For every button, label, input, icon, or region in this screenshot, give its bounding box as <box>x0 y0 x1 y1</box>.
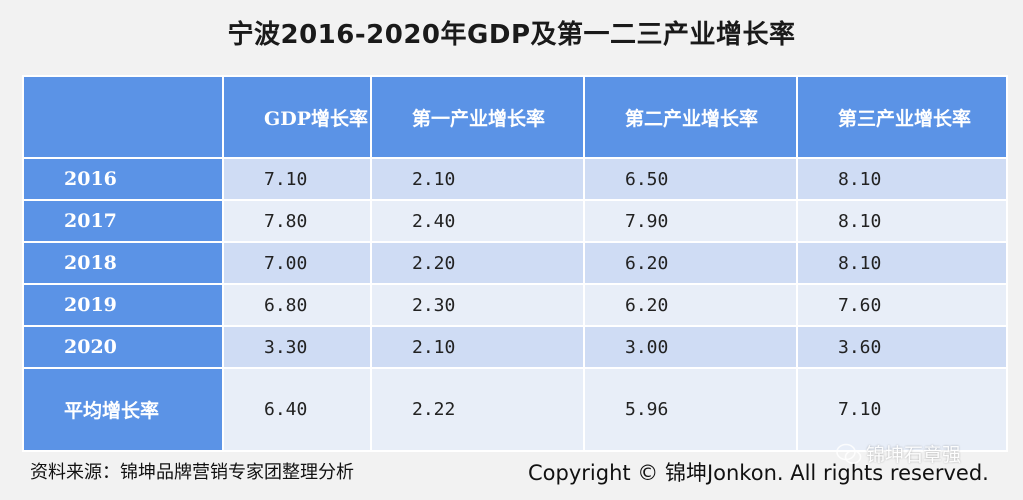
cell-gdp: 6.80 <box>222 283 372 327</box>
cell-primary: 2.40 <box>370 199 585 243</box>
cell-primary: 2.30 <box>370 283 585 327</box>
cell-secondary: 6.20 <box>583 241 798 285</box>
wechat-icon <box>836 443 862 465</box>
table-row: 2019 6.80 2.30 6.20 7.60 <box>22 283 1008 327</box>
cell-tertiary: 7.60 <box>796 283 1008 327</box>
row-label-average: 平均增长率 <box>22 367 224 452</box>
row-label: 2020 <box>22 325 224 369</box>
cell-gdp: 7.10 <box>222 157 372 201</box>
cell-secondary: 3.00 <box>583 325 798 369</box>
cell-tertiary: 8.10 <box>796 199 1008 243</box>
cell-secondary: 7.90 <box>583 199 798 243</box>
header-corner <box>22 75 224 159</box>
growth-table: GDP增长率 第一产业增长率 第二产业增长率 第三产业增长率 2016 7.10… <box>22 75 1008 452</box>
cell-tertiary: 3.60 <box>796 325 1008 369</box>
cell-gdp: 7.80 <box>222 199 372 243</box>
header-gdp-growth: GDP增长率 <box>222 75 372 159</box>
cell-primary: 2.10 <box>370 325 585 369</box>
cell-gdp: 6.40 <box>222 367 372 452</box>
row-label: 2018 <box>22 241 224 285</box>
row-label: 2019 <box>22 283 224 327</box>
table-row-average: 平均增长率 6.40 2.22 5.96 7.10 <box>22 367 1008 452</box>
cell-primary: 2.10 <box>370 157 585 201</box>
header-tertiary-growth: 第三产业增长率 <box>796 75 1008 159</box>
row-label: 2017 <box>22 199 224 243</box>
header-secondary-growth: 第二产业增长率 <box>583 75 798 159</box>
cell-secondary: 6.20 <box>583 283 798 327</box>
cell-secondary: 5.96 <box>583 367 798 452</box>
table-row: 2018 7.00 2.20 6.20 8.10 <box>22 241 1008 285</box>
table-header-row: GDP增长率 第一产业增长率 第二产业增长率 第三产业增长率 <box>22 75 1008 159</box>
cell-primary: 2.22 <box>370 367 585 452</box>
cell-tertiary: 8.10 <box>796 241 1008 285</box>
row-label: 2016 <box>22 157 224 201</box>
cell-tertiary: 7.10 <box>796 367 1008 452</box>
watermark-text: 锦坤石章强 <box>866 444 962 466</box>
cell-primary: 2.20 <box>370 241 585 285</box>
growth-table-container: GDP增长率 第一产业增长率 第二产业增长率 第三产业增长率 2016 7.10… <box>22 75 1008 452</box>
header-primary-growth: 第一产业增长率 <box>370 75 585 159</box>
cell-gdp: 3.30 <box>222 325 372 369</box>
watermark: 锦坤石章强 <box>836 440 961 467</box>
page-title: 宁波2016-2020年GDP及第一二三产业增长率 <box>227 20 796 50</box>
copyright-notice: Copyright © 锦坤Jonkon. All rights reserve… <box>528 461 989 485</box>
table-row: 2017 7.80 2.40 7.90 8.10 <box>22 199 1008 243</box>
cell-gdp: 7.00 <box>222 241 372 285</box>
cell-tertiary: 8.10 <box>796 157 1008 201</box>
table-row: 2020 3.30 2.10 3.00 3.60 <box>22 325 1008 369</box>
table-row: 2016 7.10 2.10 6.50 8.10 <box>22 157 1008 201</box>
cell-secondary: 6.50 <box>583 157 798 201</box>
source-note: 资料来源：锦坤品牌营销专家团整理分析 <box>30 462 354 483</box>
